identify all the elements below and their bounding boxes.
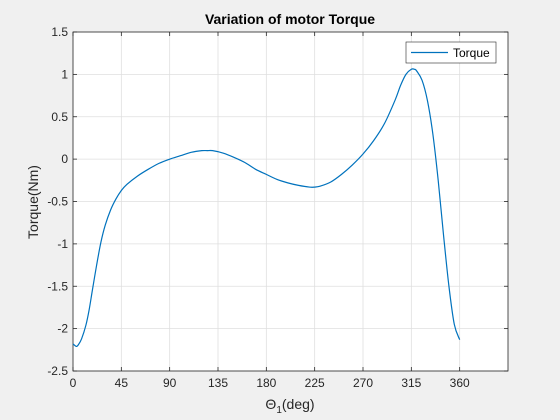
y-tick-label: -1	[57, 237, 68, 251]
y-tick-label: -1.5	[47, 279, 68, 293]
y-tick-label: -2.5	[47, 364, 68, 378]
legend-box	[405, 41, 497, 64]
torque-series-line	[72, 68, 461, 348]
x-tick-label: 180	[256, 376, 276, 390]
x-tick-label: 90	[163, 376, 177, 390]
y-tick-label: 0	[61, 152, 68, 166]
x-axis-label-unit: (deg)	[282, 396, 315, 412]
x-tick-label: 360	[450, 376, 470, 390]
x-tick-label: 0	[70, 376, 77, 390]
y-axis-label: Torque(Nm)	[25, 165, 41, 239]
x-axis-label: Θ1(deg)	[265, 396, 314, 416]
y-tick-label: -0.5	[47, 195, 68, 209]
x-tick-label: 135	[208, 376, 228, 390]
x-axis-ticks: 0 45 90 135 180 225 270 315 360	[70, 32, 470, 390]
x-tick-label: 270	[353, 376, 373, 390]
x-tick-label: 45	[115, 376, 129, 390]
legend-entry-torque: Torque	[453, 46, 490, 60]
y-tick-label: -2	[57, 322, 68, 336]
x-tick-label: 315	[401, 376, 421, 390]
x-tick-label: 225	[305, 376, 325, 390]
x-axis-label-subscript: 1	[276, 405, 282, 416]
y-axis-ticks: -2.5 -2 -1.5 -1 -0.5 0 0.5 1 1.5	[47, 25, 508, 378]
y-tick-label: 1	[61, 67, 68, 81]
y-tick-label: 0.5	[51, 110, 68, 124]
x-axis-label-theta: Θ	[265, 396, 276, 412]
legend: Torque	[405, 41, 497, 64]
y-tick-label: 1.5	[51, 25, 68, 39]
chart-title: Variation of motor Torque	[205, 11, 375, 27]
